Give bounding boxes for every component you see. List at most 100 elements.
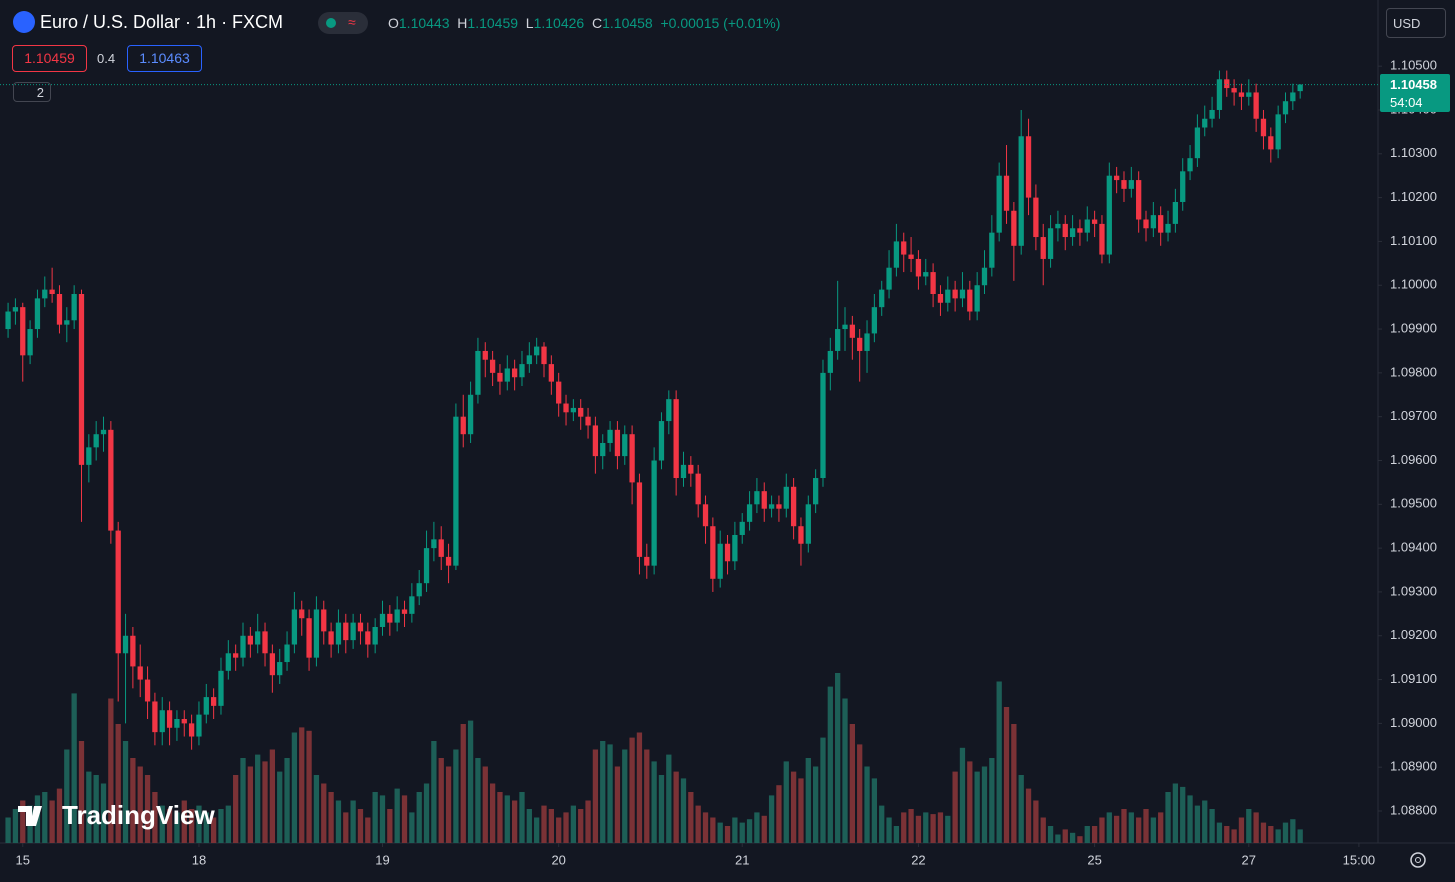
- y-tick-label: 1.10500: [1390, 58, 1437, 73]
- volume-bar: [1047, 826, 1054, 843]
- volume-bar: [12, 809, 19, 843]
- candle-body: [284, 644, 290, 663]
- candle-body: [262, 631, 268, 654]
- candle-body: [636, 482, 643, 557]
- sell-button[interactable]: 1.10459: [12, 45, 87, 72]
- candle-body: [321, 609, 327, 632]
- symbol-icon: [13, 11, 35, 33]
- volume-bar: [541, 805, 547, 843]
- market-status[interactable]: ≈: [318, 12, 368, 34]
- candle-body: [908, 254, 914, 259]
- candle-body: [1106, 175, 1112, 255]
- volume-bar: [607, 744, 613, 843]
- volume-bar: [416, 792, 422, 843]
- candle-body: [1011, 210, 1017, 246]
- volume-bar: [776, 785, 782, 843]
- candle-body: [754, 491, 760, 505]
- candle-body: [130, 635, 136, 667]
- candle-body: [1216, 79, 1223, 110]
- volume-bar: [534, 817, 540, 843]
- watermark-text: TradingView: [62, 800, 215, 830]
- currency-button[interactable]: USD: [1386, 8, 1446, 38]
- volume-bar: [1136, 817, 1142, 843]
- candle-body: [585, 416, 591, 426]
- volume-bar: [1158, 812, 1164, 843]
- volume-bar: [225, 805, 231, 843]
- volume-bar: [5, 817, 11, 843]
- volume-bar: [805, 758, 811, 843]
- volume-bar: [835, 673, 841, 843]
- candle-body: [541, 346, 547, 365]
- candle-body: [1268, 136, 1274, 150]
- candle-body: [835, 329, 841, 351]
- settings-icon[interactable]: [1410, 852, 1426, 868]
- candle-body: [1194, 127, 1201, 159]
- status-dot: [326, 18, 336, 28]
- candle-body: [563, 403, 569, 413]
- candle-body: [335, 622, 342, 645]
- candle-body: [519, 364, 525, 378]
- volume-bar: [475, 758, 481, 843]
- y-tick-label: 1.08900: [1390, 759, 1437, 774]
- volume-bar: [1253, 812, 1259, 843]
- gear[interactable]: [1410, 852, 1426, 868]
- candle-body: [1077, 228, 1083, 233]
- candle-body: [277, 662, 283, 676]
- volume-bar: [644, 749, 650, 843]
- candle-body: [159, 710, 165, 733]
- candle-body: [416, 583, 422, 597]
- volume-bar: [1180, 786, 1186, 843]
- candle-body: [849, 324, 855, 338]
- volume-bar: [93, 775, 99, 843]
- volume-bar: [482, 766, 488, 843]
- x-tick-label: 25: [1087, 852, 1101, 867]
- volume-bar: [166, 809, 173, 843]
- volume-bar: [313, 775, 320, 843]
- volume-bar: [1297, 829, 1303, 843]
- candle-body: [401, 609, 408, 614]
- volume-bar: [1128, 812, 1134, 843]
- volume-bar: [600, 741, 606, 843]
- volume-bar: [357, 809, 364, 843]
- candle-body: [122, 635, 129, 654]
- candle-body: [578, 407, 584, 417]
- volume-bar: [1231, 829, 1237, 843]
- candle-body: [534, 346, 540, 356]
- candle-body: [702, 504, 709, 527]
- candle-body: [666, 399, 672, 422]
- volume-bar: [908, 809, 914, 843]
- h-value: 1.10459: [467, 15, 519, 31]
- candle-body: [511, 368, 518, 378]
- volume-bar: [460, 724, 466, 843]
- candle-body: [614, 429, 621, 457]
- candle-body: [394, 609, 400, 623]
- y-tick-label: 1.09700: [1390, 408, 1437, 423]
- candle-body: [879, 289, 885, 308]
- y-tick-label: 1.09100: [1390, 671, 1437, 686]
- buy-button[interactable]: 1.10463: [127, 45, 202, 72]
- candle-body: [115, 530, 121, 654]
- candle-body: [34, 298, 41, 330]
- status-wave: ≈: [348, 14, 356, 30]
- volume-bar: [86, 771, 92, 843]
- volume-bar: [1077, 836, 1083, 843]
- symbol-title[interactable]: Euro / U.S. Dollar · 1h · FXCM: [40, 12, 284, 32]
- volume-bar: [115, 724, 121, 843]
- volume-bar: [563, 812, 569, 843]
- indicators-toggle[interactable]: 2: [13, 82, 51, 102]
- volume-bar: [335, 800, 342, 843]
- candle-body: [526, 355, 532, 365]
- last-price-tag: 1.10458 54:04: [1380, 74, 1450, 112]
- volume-bar: [680, 778, 687, 843]
- last-price: 1.10458: [1390, 77, 1437, 92]
- volume-bar: [710, 817, 716, 843]
- volume-bar: [820, 737, 826, 843]
- candle-body: [798, 526, 804, 544]
- volume-bar: [1091, 826, 1098, 843]
- candle-body: [313, 609, 320, 658]
- volume-bar: [827, 686, 833, 843]
- candle-body: [820, 372, 826, 479]
- volume-bar: [886, 817, 892, 843]
- candle-body: [710, 526, 716, 579]
- x-tick-label: 22: [911, 852, 925, 867]
